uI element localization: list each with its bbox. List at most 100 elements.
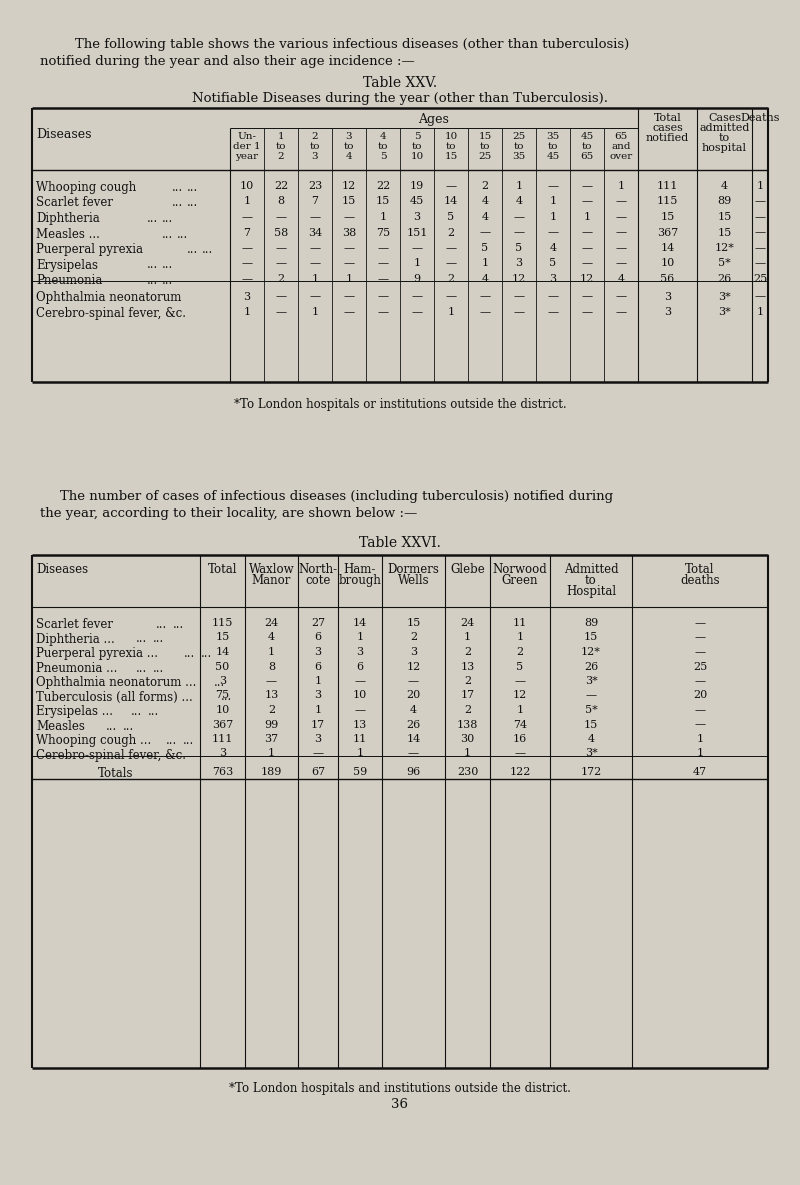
- Text: Whooping cough ...: Whooping cough ...: [36, 734, 151, 747]
- Text: 10: 10: [240, 181, 254, 191]
- Text: 25: 25: [753, 274, 767, 284]
- Text: ...: ...: [131, 705, 142, 718]
- Text: cote: cote: [306, 574, 330, 587]
- Text: 122: 122: [510, 767, 530, 777]
- Text: *To London hospitals or institutions outside the district.: *To London hospitals or institutions out…: [234, 398, 566, 411]
- Text: —: —: [275, 307, 286, 318]
- Text: 15: 15: [215, 633, 230, 642]
- Text: year: year: [235, 152, 258, 161]
- Text: —: —: [479, 292, 490, 301]
- Text: Totals: Totals: [98, 767, 134, 780]
- Text: —: —: [354, 705, 366, 715]
- Text: 59: 59: [353, 767, 367, 777]
- Text: 1: 1: [268, 647, 275, 656]
- Text: 89: 89: [584, 619, 598, 628]
- Text: 2: 2: [278, 274, 285, 284]
- Text: —: —: [582, 228, 593, 237]
- Text: 1: 1: [583, 212, 590, 222]
- Text: Glebe: Glebe: [450, 563, 485, 576]
- Text: —: —: [411, 292, 422, 301]
- Text: 3: 3: [414, 212, 421, 222]
- Text: 17: 17: [461, 691, 474, 700]
- Text: 24: 24: [460, 619, 474, 628]
- Text: 15: 15: [478, 132, 492, 141]
- Text: 1: 1: [517, 633, 523, 642]
- Text: —: —: [754, 292, 766, 301]
- Text: Ophthalmia neonatorum: Ophthalmia neonatorum: [36, 292, 182, 305]
- Text: ...: ...: [153, 633, 164, 646]
- Text: 25: 25: [478, 152, 492, 161]
- Text: 1: 1: [314, 675, 322, 686]
- Text: to: to: [446, 142, 456, 150]
- Text: 3: 3: [219, 749, 226, 758]
- Text: ...: ...: [106, 719, 118, 732]
- Text: deaths: deaths: [680, 574, 720, 587]
- Text: North-: North-: [298, 563, 338, 576]
- Text: Puerperal pyrexia: Puerperal pyrexia: [36, 243, 143, 256]
- Text: 111: 111: [657, 181, 678, 191]
- Text: —: —: [547, 307, 558, 318]
- Text: —: —: [242, 274, 253, 284]
- Text: 3: 3: [357, 647, 363, 656]
- Text: 7: 7: [311, 197, 318, 206]
- Text: Whooping cough: Whooping cough: [36, 181, 136, 194]
- Text: 1: 1: [517, 705, 523, 715]
- Text: 3*: 3*: [585, 749, 598, 758]
- Text: 12*: 12*: [714, 243, 734, 254]
- Text: to: to: [412, 142, 422, 150]
- Text: 3: 3: [550, 274, 557, 284]
- Text: —: —: [446, 292, 457, 301]
- Text: ...: ...: [221, 691, 232, 704]
- Text: Manor: Manor: [252, 574, 291, 587]
- Text: 50: 50: [215, 661, 230, 672]
- Text: 20: 20: [693, 691, 707, 700]
- Text: 111: 111: [212, 734, 233, 744]
- Text: 1: 1: [268, 749, 275, 758]
- Text: 4: 4: [346, 152, 352, 161]
- Text: 3: 3: [515, 258, 522, 269]
- Text: —: —: [615, 307, 626, 318]
- Text: —: —: [514, 228, 525, 237]
- Text: —: —: [411, 243, 422, 254]
- Text: Scarlet fever: Scarlet fever: [36, 619, 113, 630]
- Text: 1: 1: [697, 749, 703, 758]
- Text: —: —: [310, 243, 321, 254]
- Text: 16: 16: [513, 734, 527, 744]
- Text: 1: 1: [346, 274, 353, 284]
- Text: 4: 4: [515, 197, 522, 206]
- Text: 2: 2: [464, 705, 471, 715]
- Text: —: —: [754, 212, 766, 222]
- Text: ...: ...: [136, 661, 147, 674]
- Text: 3: 3: [219, 675, 226, 686]
- Text: ...: ...: [184, 647, 195, 660]
- Text: 23: 23: [308, 181, 322, 191]
- Text: ...: ...: [172, 181, 183, 194]
- Text: 3*: 3*: [718, 292, 731, 301]
- Text: 3: 3: [664, 292, 671, 301]
- Text: 10: 10: [353, 691, 367, 700]
- Text: 4: 4: [550, 243, 557, 254]
- Text: —: —: [582, 258, 593, 269]
- Text: Total: Total: [686, 563, 714, 576]
- Text: Diseases: Diseases: [36, 128, 91, 141]
- Text: 3: 3: [314, 691, 322, 700]
- Text: 3: 3: [664, 307, 671, 318]
- Text: to: to: [548, 142, 558, 150]
- Text: —: —: [266, 675, 277, 686]
- Text: 5: 5: [515, 243, 522, 254]
- Text: —: —: [615, 243, 626, 254]
- Text: 5*: 5*: [585, 705, 598, 715]
- Text: 99: 99: [264, 719, 278, 730]
- Text: 30: 30: [460, 734, 474, 744]
- Text: —: —: [615, 212, 626, 222]
- Text: ...: ...: [136, 633, 147, 646]
- Text: —: —: [582, 307, 593, 318]
- Text: —: —: [354, 675, 366, 686]
- Text: —: —: [694, 719, 706, 730]
- Text: Measles: Measles: [36, 719, 85, 732]
- Text: 4: 4: [721, 181, 728, 191]
- Text: 3: 3: [243, 292, 250, 301]
- Text: 67: 67: [311, 767, 325, 777]
- Text: —: —: [547, 292, 558, 301]
- Text: Puerperal pyrexia ...: Puerperal pyrexia ...: [36, 647, 158, 660]
